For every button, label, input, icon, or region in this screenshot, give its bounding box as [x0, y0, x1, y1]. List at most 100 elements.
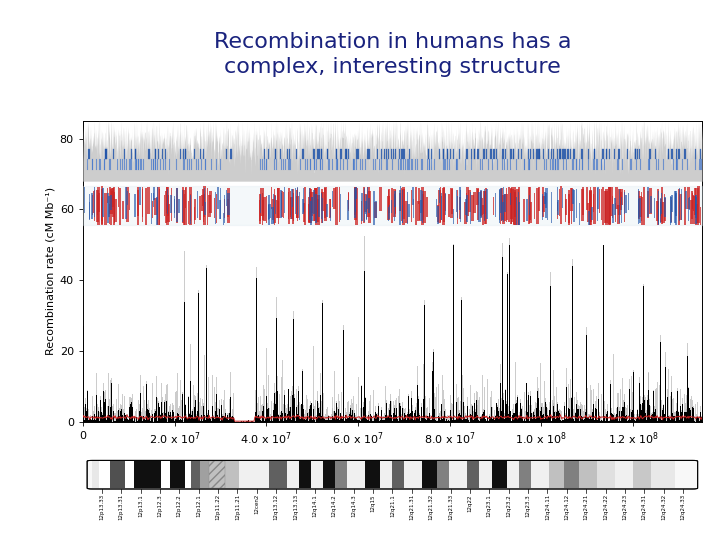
Bar [315, 194, 317, 223]
Bar [466, 194, 468, 222]
Bar [493, 197, 494, 215]
Bar [696, 188, 699, 225]
Bar [449, 461, 467, 488]
Bar [664, 198, 665, 221]
Text: 12q13.12: 12q13.12 [274, 494, 279, 520]
Bar [690, 200, 693, 224]
Bar [117, 186, 119, 207]
Bar [542, 187, 544, 217]
Bar [480, 461, 492, 488]
Bar [526, 191, 528, 211]
Bar [324, 188, 326, 218]
Bar [264, 197, 266, 221]
Bar [151, 193, 152, 224]
Bar [336, 187, 338, 225]
Bar [297, 196, 299, 218]
Bar [675, 193, 678, 216]
Bar [315, 188, 317, 225]
Bar [269, 195, 270, 225]
Bar [369, 196, 371, 223]
Bar [110, 195, 112, 210]
Bar [685, 191, 687, 209]
Bar [480, 198, 482, 215]
Bar [364, 194, 367, 212]
Bar [227, 188, 230, 223]
Bar [392, 461, 405, 488]
Bar [456, 190, 457, 212]
Bar [505, 194, 508, 220]
Text: 12p12.2: 12p12.2 [177, 494, 181, 517]
Bar [660, 202, 661, 223]
Bar [317, 187, 318, 222]
Bar [310, 201, 312, 225]
Bar [545, 193, 547, 218]
Bar [695, 195, 697, 218]
Bar [514, 190, 516, 225]
Bar [336, 461, 347, 488]
Bar [538, 187, 540, 211]
FancyBboxPatch shape [87, 461, 698, 489]
Bar [459, 197, 462, 219]
Bar [693, 197, 695, 224]
Text: 12p12.1: 12p12.1 [196, 494, 201, 517]
Bar [153, 193, 154, 207]
Bar [615, 187, 618, 208]
Bar [503, 194, 505, 224]
Bar [614, 198, 616, 215]
Bar [271, 207, 274, 224]
Bar [288, 188, 290, 224]
Bar [401, 188, 402, 221]
Bar [675, 191, 678, 225]
Bar [194, 207, 195, 224]
Bar [518, 461, 531, 488]
Bar [269, 204, 270, 219]
Bar [477, 189, 479, 220]
Bar [215, 192, 216, 224]
Bar [380, 461, 392, 488]
Bar [112, 188, 114, 217]
Bar [513, 189, 514, 224]
Bar [597, 188, 598, 221]
Bar [593, 187, 596, 224]
Bar [387, 197, 390, 220]
Bar [137, 187, 139, 225]
Bar [109, 187, 111, 214]
Text: 12q14.1: 12q14.1 [312, 494, 318, 517]
Bar [597, 461, 615, 488]
Bar [675, 461, 693, 488]
Bar [459, 187, 461, 210]
Bar [500, 188, 502, 213]
Bar [330, 199, 331, 217]
Text: 12q24.12: 12q24.12 [564, 494, 570, 520]
Bar [274, 195, 276, 223]
Bar [506, 188, 508, 222]
Bar [202, 195, 204, 211]
Bar [576, 188, 577, 218]
Bar [355, 188, 358, 225]
Bar [639, 196, 642, 217]
Bar [165, 191, 167, 222]
Bar [210, 191, 212, 213]
Text: 12q24.21: 12q24.21 [584, 494, 589, 520]
Bar [222, 213, 224, 225]
Bar [93, 191, 94, 213]
Bar [654, 199, 655, 218]
Bar [107, 193, 109, 224]
Bar [481, 197, 482, 217]
Bar [192, 461, 200, 488]
Bar [671, 195, 672, 212]
Bar [557, 200, 559, 215]
Bar [347, 200, 348, 220]
Bar [570, 188, 573, 211]
Bar [649, 195, 652, 213]
Bar [170, 461, 185, 488]
Bar [203, 206, 204, 222]
Bar [670, 197, 672, 222]
Bar [582, 187, 584, 215]
Bar [281, 191, 282, 217]
Bar [161, 461, 170, 488]
Bar [602, 187, 603, 225]
Bar [92, 461, 99, 488]
Bar [591, 207, 593, 220]
Bar [173, 190, 174, 218]
